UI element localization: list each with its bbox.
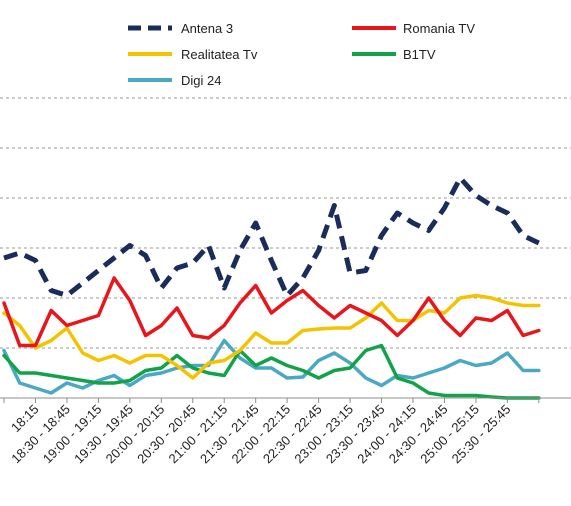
gridlines xyxy=(0,97,571,349)
legend: Antena 3 Romania TV Realitatea Tv B1TV Digi … xyxy=(128,21,475,88)
legend-label-digi-24: Digi 24 xyxy=(181,73,221,88)
x-axis xyxy=(0,397,571,403)
series-line-realitatea-tv xyxy=(2,293,541,380)
series-line-antena-3 xyxy=(3,175,540,298)
series-line-romania-tv xyxy=(2,276,541,348)
series-lines xyxy=(2,175,541,400)
legend-label-realitatea-tv: Realitatea Tv xyxy=(181,47,258,62)
legend-label-b1tv: B1TV xyxy=(403,47,436,62)
series-line-b1tv xyxy=(2,343,541,400)
legend-label-antena-3: Antena 3 xyxy=(181,21,233,36)
legend-label-romania-tv: Romania TV xyxy=(403,21,475,36)
